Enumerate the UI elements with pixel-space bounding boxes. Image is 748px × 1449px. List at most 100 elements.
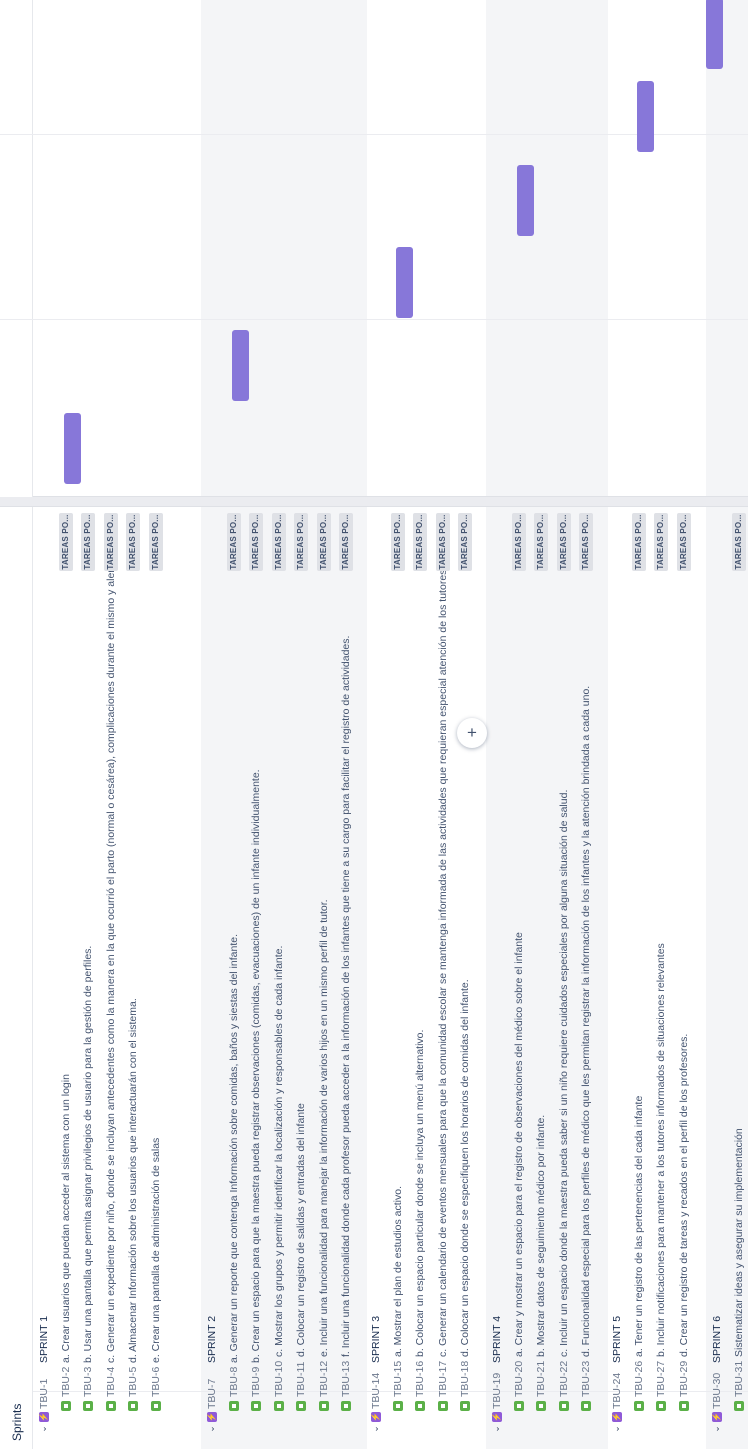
status-badge[interactable]: TAREAS PO... xyxy=(511,513,526,571)
story-icon xyxy=(415,1401,426,1411)
epic-row[interactable]: ⌄ ⚡ TBU-30 SPRINT 6 xyxy=(706,509,728,1449)
story-key: TBU-20 xyxy=(512,1360,525,1397)
story-title: c. Incluir un espacio donde la maestra p… xyxy=(557,789,570,1357)
story-title: d. Colocar un espacio donde se especifiq… xyxy=(459,979,472,1357)
story-row[interactable]: TBU-3 b. Usar una pantalla que permita as… xyxy=(77,509,99,1449)
story-row[interactable]: TBU-29 d. Crear un registro de tareas y r… xyxy=(673,509,695,1449)
story-row[interactable]: TBU-31 Sistematizar ideas y asegurar su i… xyxy=(728,509,748,1449)
epic-row[interactable]: ⌄ ⚡ TBU-1 SPRINT 1 xyxy=(33,509,55,1449)
story-row[interactable]: TBU-12 e. Incluir una funcionalidad para … xyxy=(313,509,335,1449)
story-row[interactable]: TBU-10 c. Mostrar los grupos y permitir i… xyxy=(268,509,290,1449)
story-icon xyxy=(513,1401,524,1411)
story-key: TBU-9 xyxy=(250,1366,263,1397)
epic-title: SPRINT 6 xyxy=(710,1315,723,1363)
story-row[interactable]: TBU-8 a. Generar un reporte que contenga … xyxy=(223,509,245,1449)
story-row[interactable]: TBU-21 b. Mostrar datos de seguimiento mé… xyxy=(530,509,552,1449)
story-row[interactable]: TBU-11 d. Colocar un registro de salidas … xyxy=(290,509,312,1449)
sprint-bar[interactable] xyxy=(636,81,654,152)
status-badge[interactable]: TAREAS PO... xyxy=(631,513,646,571)
story-row[interactable]: TBU-16 b. Colocar un espacio particular d… xyxy=(409,509,431,1449)
add-button[interactable]: + xyxy=(457,718,487,748)
story-row[interactable]: TBU-5 d. Almacenar Información sobre los … xyxy=(122,509,144,1449)
story-row[interactable]: TBU-13 f. Incluir una funcionalidad donde… xyxy=(335,509,357,1449)
status-badge[interactable]: TAREAS PO... xyxy=(731,513,746,571)
status-badge[interactable]: TAREAS PO... xyxy=(556,513,571,571)
status-badge[interactable]: TAREAS PO... xyxy=(390,513,405,571)
sprint-bar[interactable] xyxy=(395,247,413,318)
status-badge[interactable]: TAREAS PO... xyxy=(148,513,163,571)
chevron-down-icon[interactable]: ⌄ xyxy=(38,1425,48,1433)
story-title: c. Generar un calendario de eventos mens… xyxy=(436,566,449,1357)
status-badge[interactable]: TAREAS PO... xyxy=(126,513,141,571)
sprint-bar[interactable] xyxy=(231,330,249,401)
story-row[interactable]: TBU-22 c. Incluir un espacio donde la mae… xyxy=(553,509,575,1449)
chevron-down-icon[interactable]: ⌄ xyxy=(370,1425,380,1433)
chevron-down-icon[interactable]: ⌄ xyxy=(711,1425,721,1433)
story-row[interactable]: TBU-4 c. Generar un expediente por niño, … xyxy=(100,509,122,1449)
story-key: TBU-13 xyxy=(339,1360,352,1397)
story-key: TBU-4 xyxy=(104,1366,117,1397)
story-title: b. Crear un espacio para que la maestra … xyxy=(250,769,263,1363)
story-title: d. Crear un registro de tareas y recados… xyxy=(677,1033,690,1357)
status-badge[interactable]: TAREAS PO... xyxy=(316,513,331,571)
story-icon xyxy=(656,1401,667,1411)
status-badge[interactable]: TAREAS PO... xyxy=(249,513,264,571)
story-row[interactable]: TBU-9 b. Crear un espacio para que la mae… xyxy=(245,509,267,1449)
status-badge[interactable]: TAREAS PO... xyxy=(226,513,241,571)
status-badge[interactable]: TAREAS PO... xyxy=(58,513,73,571)
story-row[interactable]: TBU-23 d. Funcionalidad especial para los… xyxy=(575,509,597,1449)
sprint-bar[interactable] xyxy=(705,0,723,69)
story-key: TBU-31 xyxy=(732,1360,745,1397)
story-icon xyxy=(273,1401,284,1411)
story-title: c. Generar un expediente por niño, donde… xyxy=(104,547,117,1363)
chevron-down-icon[interactable]: ⌄ xyxy=(206,1425,216,1433)
status-badge[interactable]: TAREAS PO... xyxy=(534,513,549,571)
status-badge[interactable]: TAREAS PO... xyxy=(294,513,309,571)
story-title: a. Crear y mostrar un espacio para el re… xyxy=(512,932,525,1357)
chevron-down-icon[interactable]: ⌄ xyxy=(611,1425,621,1433)
status-badge[interactable]: TAREAS PO... xyxy=(103,513,118,571)
epic-row[interactable]: ⌄ ⚡ TBU-19 SPRINT 4 xyxy=(486,509,508,1449)
story-row[interactable]: TBU-17 c. Generar un calendario de evento… xyxy=(432,509,454,1449)
story-row[interactable]: TBU-6 e. Crear una pantalla de administra… xyxy=(145,509,167,1449)
story-title: b. Colocar un espacio particular donde s… xyxy=(414,1029,427,1357)
epic-key: TBU-1 xyxy=(37,1378,50,1409)
epic-icon: ⚡ xyxy=(491,1412,502,1422)
sprint-bar[interactable] xyxy=(63,413,81,484)
story-key: TBU-23 xyxy=(580,1360,593,1397)
story-row[interactable]: TBU-18 d. Colocar un espacio donde se esp… xyxy=(454,509,476,1449)
story-icon xyxy=(150,1401,161,1411)
status-badge[interactable]: TAREAS PO... xyxy=(435,513,450,571)
story-row[interactable]: TBU-27 b. Incluir notificaciones para man… xyxy=(650,509,672,1449)
panel-splitter[interactable] xyxy=(0,496,748,507)
story-row[interactable]: TBU-15 a. Mostrar el plan de estudios act… xyxy=(387,509,409,1449)
story-row[interactable]: TBU-2 a. Crear usuarios que puedan accede… xyxy=(55,509,77,1449)
story-key: TBU-11 xyxy=(295,1361,308,1397)
status-badge[interactable]: TAREAS PO... xyxy=(338,513,353,571)
story-icon xyxy=(558,1401,569,1411)
story-title: c. Mostrar los grupos y permitir identif… xyxy=(272,945,285,1357)
story-row[interactable]: TBU-20 a. Crear y mostrar un espacio para… xyxy=(508,509,530,1449)
story-row[interactable]: TBU-26 a. Tener un registro de las perten… xyxy=(628,509,650,1449)
story-title: a. Mostrar el plan de estudios activo. xyxy=(391,1185,404,1357)
story-key: TBU-8 xyxy=(227,1366,240,1397)
epic-title: SPRINT 1 xyxy=(37,1315,50,1363)
story-icon xyxy=(633,1401,644,1411)
status-badge[interactable]: TAREAS PO... xyxy=(654,513,669,571)
chevron-down-icon[interactable]: ⌄ xyxy=(491,1425,501,1433)
epic-row[interactable]: ⌄ ⚡ TBU-24 SPRINT 5 xyxy=(606,509,628,1449)
epic-icon: ⚡ xyxy=(38,1412,49,1422)
story-key: TBU-15 xyxy=(391,1360,404,1397)
status-badge[interactable]: TAREAS PO... xyxy=(579,513,594,571)
epic-row[interactable]: ⌄ ⚡ TBU-7 SPRINT 2 xyxy=(201,509,223,1449)
status-badge[interactable]: TAREAS PO... xyxy=(271,513,286,571)
status-badge[interactable]: TAREAS PO... xyxy=(413,513,428,571)
story-key: TBU-29 xyxy=(677,1360,690,1397)
story-icon xyxy=(105,1401,116,1411)
story-title: Sistematizar ideas y asegurar su impleme… xyxy=(732,1128,745,1357)
sprint-bar[interactable] xyxy=(516,165,534,236)
status-badge[interactable]: TAREAS PO... xyxy=(81,513,96,571)
status-badge[interactable]: TAREAS PO... xyxy=(458,513,473,571)
status-badge[interactable]: TAREAS PO... xyxy=(676,513,691,571)
epic-row[interactable]: ⌄ ⚡ TBU-14 SPRINT 3 xyxy=(365,509,387,1449)
